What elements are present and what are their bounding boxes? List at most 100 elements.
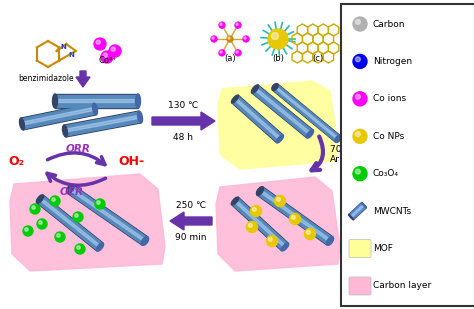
Bar [21,104,96,129]
Ellipse shape [96,243,104,251]
Circle shape [235,50,241,56]
Circle shape [94,38,106,50]
Text: MWCNTs: MWCNTs [373,207,411,216]
Text: Co²⁺: Co²⁺ [99,56,118,65]
Bar [274,86,339,140]
Bar [232,95,283,143]
Polygon shape [10,174,165,271]
Circle shape [32,206,35,209]
Text: 700 ℃: 700 ℃ [330,145,360,154]
Text: N: N [68,52,74,58]
Circle shape [55,232,65,242]
Circle shape [73,212,83,222]
Circle shape [244,37,246,39]
Circle shape [353,129,367,143]
Ellipse shape [231,197,239,205]
Bar [64,112,141,136]
Text: Carbon: Carbon [373,19,405,28]
Circle shape [95,199,105,209]
Text: OH-: OH- [118,154,144,167]
Ellipse shape [327,237,334,245]
Text: OER: OER [60,187,84,197]
Bar [273,84,340,142]
Bar [21,103,96,130]
Circle shape [227,36,233,42]
Text: (c): (c) [312,54,324,63]
Ellipse shape [362,202,366,208]
Ellipse shape [281,243,289,251]
Circle shape [75,244,85,254]
Ellipse shape [53,94,57,108]
Bar [55,95,138,107]
Ellipse shape [137,111,143,123]
Text: Co ions: Co ions [373,94,406,103]
Bar [255,88,311,135]
Circle shape [220,23,222,25]
Circle shape [248,223,252,227]
Circle shape [236,23,238,25]
Ellipse shape [92,103,98,115]
Circle shape [235,22,241,28]
Text: 130 ℃: 130 ℃ [168,101,198,110]
Bar [64,111,141,137]
Ellipse shape [141,237,149,245]
Polygon shape [216,177,340,271]
Circle shape [356,57,360,62]
Text: O₂: O₂ [8,154,24,167]
Text: Co NPs: Co NPs [373,132,404,141]
FancyArrow shape [152,112,215,130]
Ellipse shape [256,187,264,195]
Circle shape [292,215,295,219]
Text: (a): (a) [224,54,236,63]
Circle shape [353,54,367,68]
Ellipse shape [348,214,354,220]
Circle shape [353,17,367,31]
Text: 250 ℃: 250 ℃ [176,201,206,210]
Bar [349,203,366,219]
Circle shape [353,92,367,106]
Text: N: N [60,44,66,50]
Circle shape [39,221,42,224]
Circle shape [356,94,360,99]
Circle shape [211,36,217,42]
Bar [37,196,103,250]
Circle shape [356,169,360,174]
Circle shape [212,37,214,39]
Circle shape [219,50,225,56]
Bar [69,188,146,242]
Circle shape [103,53,107,57]
Circle shape [23,226,33,236]
Circle shape [266,235,277,247]
Circle shape [353,167,367,181]
Bar [68,185,147,244]
Text: Nitrogen: Nitrogen [373,57,412,66]
Bar [55,99,138,102]
Text: Carbon layer: Carbon layer [373,281,431,290]
Circle shape [356,19,360,24]
Bar [350,204,365,218]
Bar [234,200,286,248]
Circle shape [52,198,55,201]
Bar [257,188,332,244]
FancyArrow shape [76,71,90,87]
Circle shape [75,214,78,217]
Bar [67,185,148,245]
FancyBboxPatch shape [349,239,371,258]
Circle shape [25,228,28,231]
Circle shape [101,51,113,63]
Bar [252,86,313,137]
Bar [257,187,333,245]
Bar [252,85,313,138]
Circle shape [219,22,225,28]
Bar [37,195,103,251]
Ellipse shape [231,95,238,103]
Circle shape [236,51,238,53]
Circle shape [290,214,301,225]
FancyArrow shape [170,212,212,230]
Circle shape [268,29,288,49]
Bar [55,94,138,108]
Ellipse shape [66,184,73,193]
Bar [232,197,288,251]
Ellipse shape [335,136,341,142]
Ellipse shape [272,83,278,91]
